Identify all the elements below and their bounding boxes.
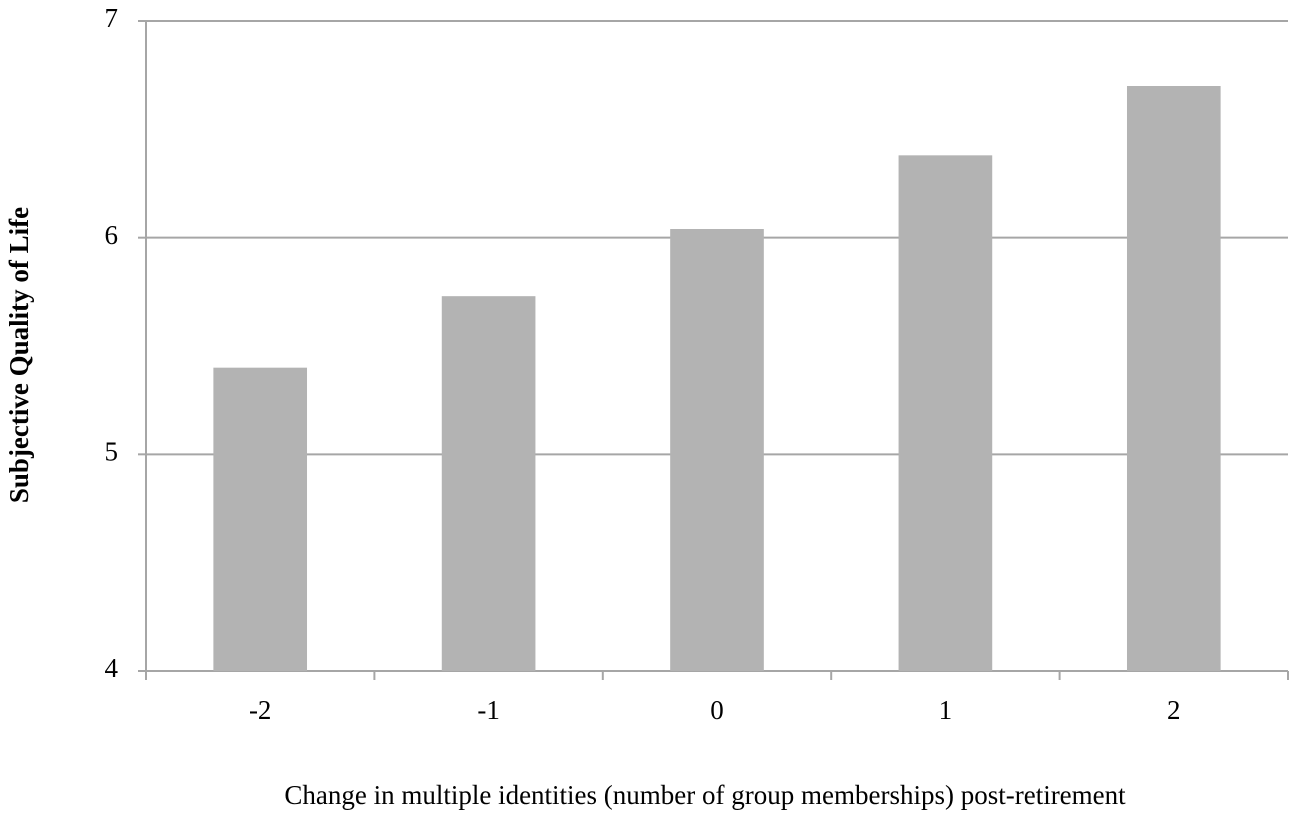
bar xyxy=(898,155,993,672)
bar xyxy=(670,229,764,671)
x-tick-label: 0 xyxy=(710,695,724,725)
bar xyxy=(441,296,536,671)
x-tick-label: -1 xyxy=(477,695,500,725)
x-tick-label: -2 xyxy=(249,695,272,725)
y-axis-title: Subjective Quality of Life xyxy=(4,207,34,503)
y-tick-label: 4 xyxy=(105,653,119,683)
x-tick-label: 2 xyxy=(1167,695,1181,725)
y-tick-label: 5 xyxy=(105,437,119,467)
y-tick-label: 6 xyxy=(105,220,119,250)
x-tick-label: 1 xyxy=(939,695,953,725)
x-axis-title: Change in multiple identities (number of… xyxy=(284,780,1126,810)
bar xyxy=(213,367,308,671)
y-tick-label: 7 xyxy=(105,3,119,33)
bar xyxy=(1126,86,1221,671)
